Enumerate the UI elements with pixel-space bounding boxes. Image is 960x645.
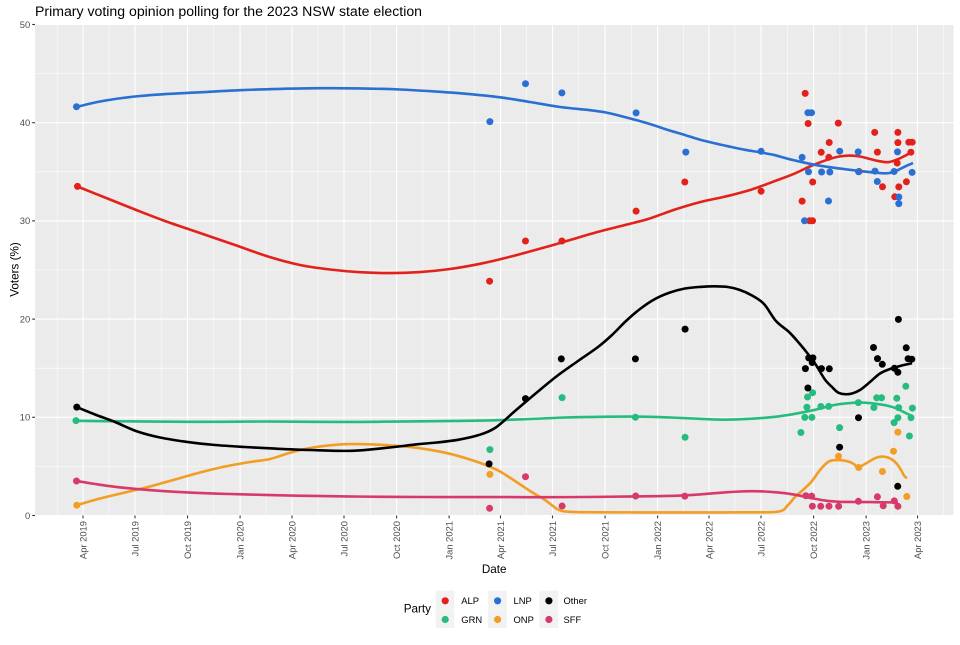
svg-text:Jul 2022: Jul 2022 [755,521,766,556]
svg-text:Oct 2022: Oct 2022 [808,521,819,559]
svg-text:SFF: SFF [564,614,582,625]
svg-text:Jan 2020: Jan 2020 [234,521,245,560]
svg-text:0: 0 [25,510,30,521]
svg-text:Jan 2021: Jan 2021 [443,521,454,560]
svg-text:Jul 2020: Jul 2020 [338,521,349,556]
svg-text:Oct 2020: Oct 2020 [391,521,402,559]
svg-text:Party: Party [404,603,431,616]
svg-text:Primary voting opinion polling: Primary voting opinion polling for the 2… [35,3,422,19]
svg-text:Voters (%): Voters (%) [9,242,22,297]
svg-text:Oct 2019: Oct 2019 [182,521,193,559]
svg-text:ONP: ONP [514,614,534,625]
svg-text:ALP: ALP [461,595,479,606]
svg-text:Jul 2019: Jul 2019 [129,521,140,556]
svg-text:Apr 2019: Apr 2019 [77,521,88,559]
svg-text:10: 10 [20,412,30,423]
svg-text:Jul 2021: Jul 2021 [547,521,558,556]
svg-text:20: 20 [20,313,30,324]
svg-text:Jan 2023: Jan 2023 [860,521,871,560]
svg-text:Apr 2023: Apr 2023 [912,521,923,559]
svg-text:Oct 2021: Oct 2021 [599,521,610,559]
svg-text:Date: Date [482,563,507,576]
svg-text:30: 30 [20,215,30,226]
svg-text:Jan 2022: Jan 2022 [652,521,663,560]
svg-text:40: 40 [20,117,30,128]
svg-text:GRN: GRN [461,614,482,625]
svg-text:50: 50 [20,19,30,30]
svg-text:LNP: LNP [514,595,532,606]
svg-text:Apr 2022: Apr 2022 [703,521,714,559]
svg-text:Apr 2021: Apr 2021 [495,521,506,559]
svg-text:Apr 2020: Apr 2020 [286,521,297,559]
svg-text:Other: Other [564,595,587,606]
